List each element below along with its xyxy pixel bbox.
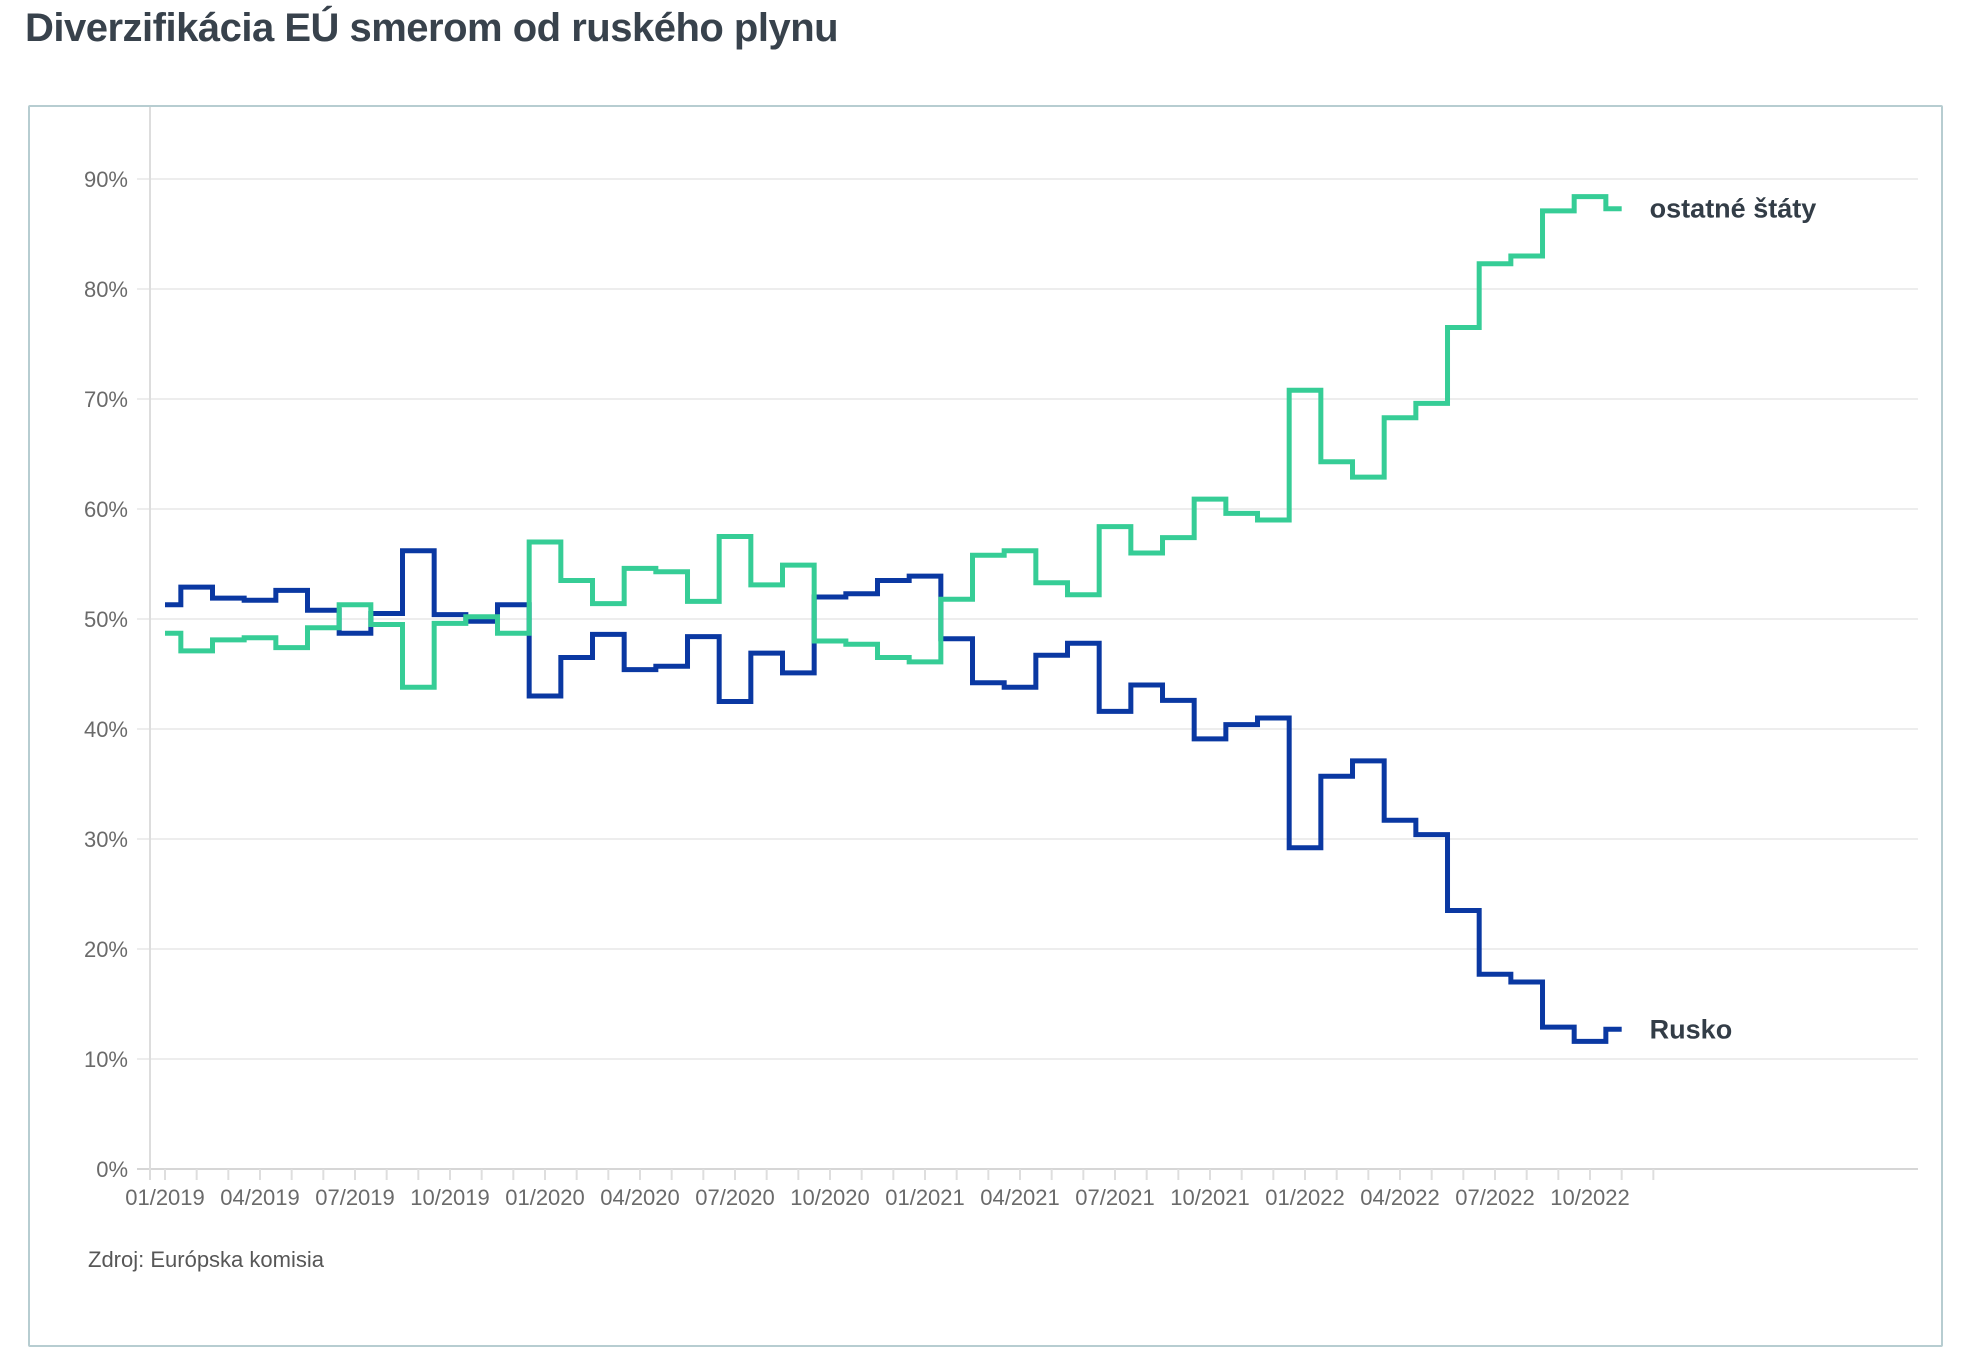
x-axis-tick-label: 10/2020 xyxy=(790,1185,870,1210)
x-axis-tick-label: 01/2019 xyxy=(125,1185,205,1210)
series-line-ostatne-staty xyxy=(165,194,1622,690)
x-axis-tick-label: 07/2020 xyxy=(695,1185,775,1210)
y-axis-tick-label: 80% xyxy=(84,277,128,302)
x-axis-tick-label: 07/2022 xyxy=(1455,1185,1535,1210)
x-axis-tick-label: 04/2019 xyxy=(220,1185,300,1210)
chart-title: Diverzifikácia EÚ smerom od ruského plyn… xyxy=(25,6,839,50)
series-line-rusko xyxy=(165,548,1622,1044)
x-axis-tick-label: 07/2019 xyxy=(315,1185,395,1210)
x-axis-tick-label: 04/2022 xyxy=(1360,1185,1440,1210)
y-axis-tick-label: 60% xyxy=(84,497,128,522)
x-axis-tick-label: 01/2022 xyxy=(1265,1185,1345,1210)
x-axis-tick-label: 07/2021 xyxy=(1075,1185,1155,1210)
x-axis-tick-label: 10/2021 xyxy=(1170,1185,1250,1210)
y-axis-tick-label: 30% xyxy=(84,827,128,852)
y-axis-tick-label: 90% xyxy=(84,167,128,192)
series-label-rusko: Rusko xyxy=(1650,1014,1733,1044)
x-axis-tick-label: 04/2020 xyxy=(600,1185,680,1210)
y-axis-tick-label: 0% xyxy=(96,1157,128,1182)
step-chart: 0% 10% 20% 30% 40% 50% 60% 70% 80% 90% 01/2019 04/2… xyxy=(84,107,1918,1210)
x-axis-tick-label: 01/2021 xyxy=(885,1185,965,1210)
x-axis-tick-label: 01/2020 xyxy=(505,1185,585,1210)
x-axis-tick-label: 10/2022 xyxy=(1550,1185,1630,1210)
y-axis-tick-label: 20% xyxy=(84,937,128,962)
x-axis-tick-label: 04/2021 xyxy=(980,1185,1060,1210)
x-axis-tick-label: 10/2019 xyxy=(410,1185,490,1210)
chart-card: 0% 10% 20% 30% 40% 50% 60% 70% 80% 90% 01/2019 04/2… xyxy=(28,105,1943,1347)
source-note: Zdroj: Európska komisia xyxy=(88,1247,324,1272)
y-axis-tick-label: 50% xyxy=(84,607,128,632)
y-axis-tick-label: 40% xyxy=(84,717,128,742)
y-axis-tick-label: 70% xyxy=(84,387,128,412)
series-label-ostatne-staty: ostatné štáty xyxy=(1650,194,1817,224)
y-axis-tick-label: 10% xyxy=(84,1047,128,1072)
